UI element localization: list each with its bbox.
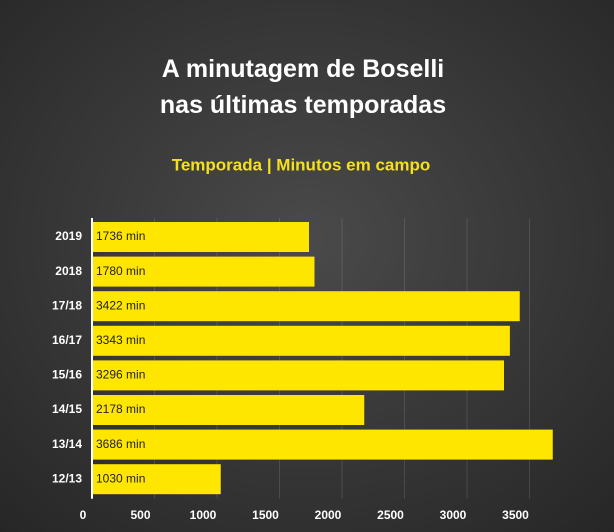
bar bbox=[92, 325, 510, 356]
bar bbox=[92, 291, 520, 322]
y-tick-label: 16/17 bbox=[52, 333, 82, 347]
value-label: 2178 min bbox=[96, 402, 145, 416]
value-label: 3686 min bbox=[96, 437, 145, 451]
x-tick-label: 2000 bbox=[315, 508, 342, 522]
value-label: 1030 min bbox=[96, 471, 145, 485]
bar bbox=[92, 429, 553, 460]
bar bbox=[92, 360, 504, 391]
x-tick-label: 0 bbox=[80, 508, 87, 522]
bar bbox=[92, 464, 221, 495]
chart-title: A minutagem de Boselli nas últimas tempor… bbox=[160, 55, 446, 119]
bar bbox=[92, 256, 315, 287]
x-tick-label: 1500 bbox=[252, 508, 279, 522]
value-label: 3343 min bbox=[96, 333, 145, 347]
x-tick-label: 3500 bbox=[502, 508, 529, 522]
y-tick-label: 17/18 bbox=[52, 298, 82, 312]
x-tick-label: 1000 bbox=[190, 508, 217, 522]
y-tick-label: 2018 bbox=[55, 264, 82, 278]
x-tick-label: 500 bbox=[130, 508, 150, 522]
chart-subtitle: Temporada | Minutos em campo bbox=[172, 155, 431, 174]
value-label: 3422 min bbox=[96, 298, 145, 312]
bar bbox=[92, 222, 309, 252]
value-label: 1736 min bbox=[96, 229, 145, 243]
x-tick-label: 2500 bbox=[377, 508, 404, 522]
y-tick-label: 14/15 bbox=[52, 402, 82, 416]
bar bbox=[92, 395, 365, 425]
y-tick-label: 12/13 bbox=[52, 471, 82, 485]
value-label: 1780 min bbox=[96, 264, 145, 278]
y-tick-label: 15/16 bbox=[52, 368, 82, 382]
y-tick-label: 2019 bbox=[55, 229, 82, 243]
value-label: 3296 min bbox=[96, 368, 145, 382]
y-tick-label: 13/14 bbox=[52, 437, 82, 451]
x-tick-label: 3000 bbox=[440, 508, 467, 522]
